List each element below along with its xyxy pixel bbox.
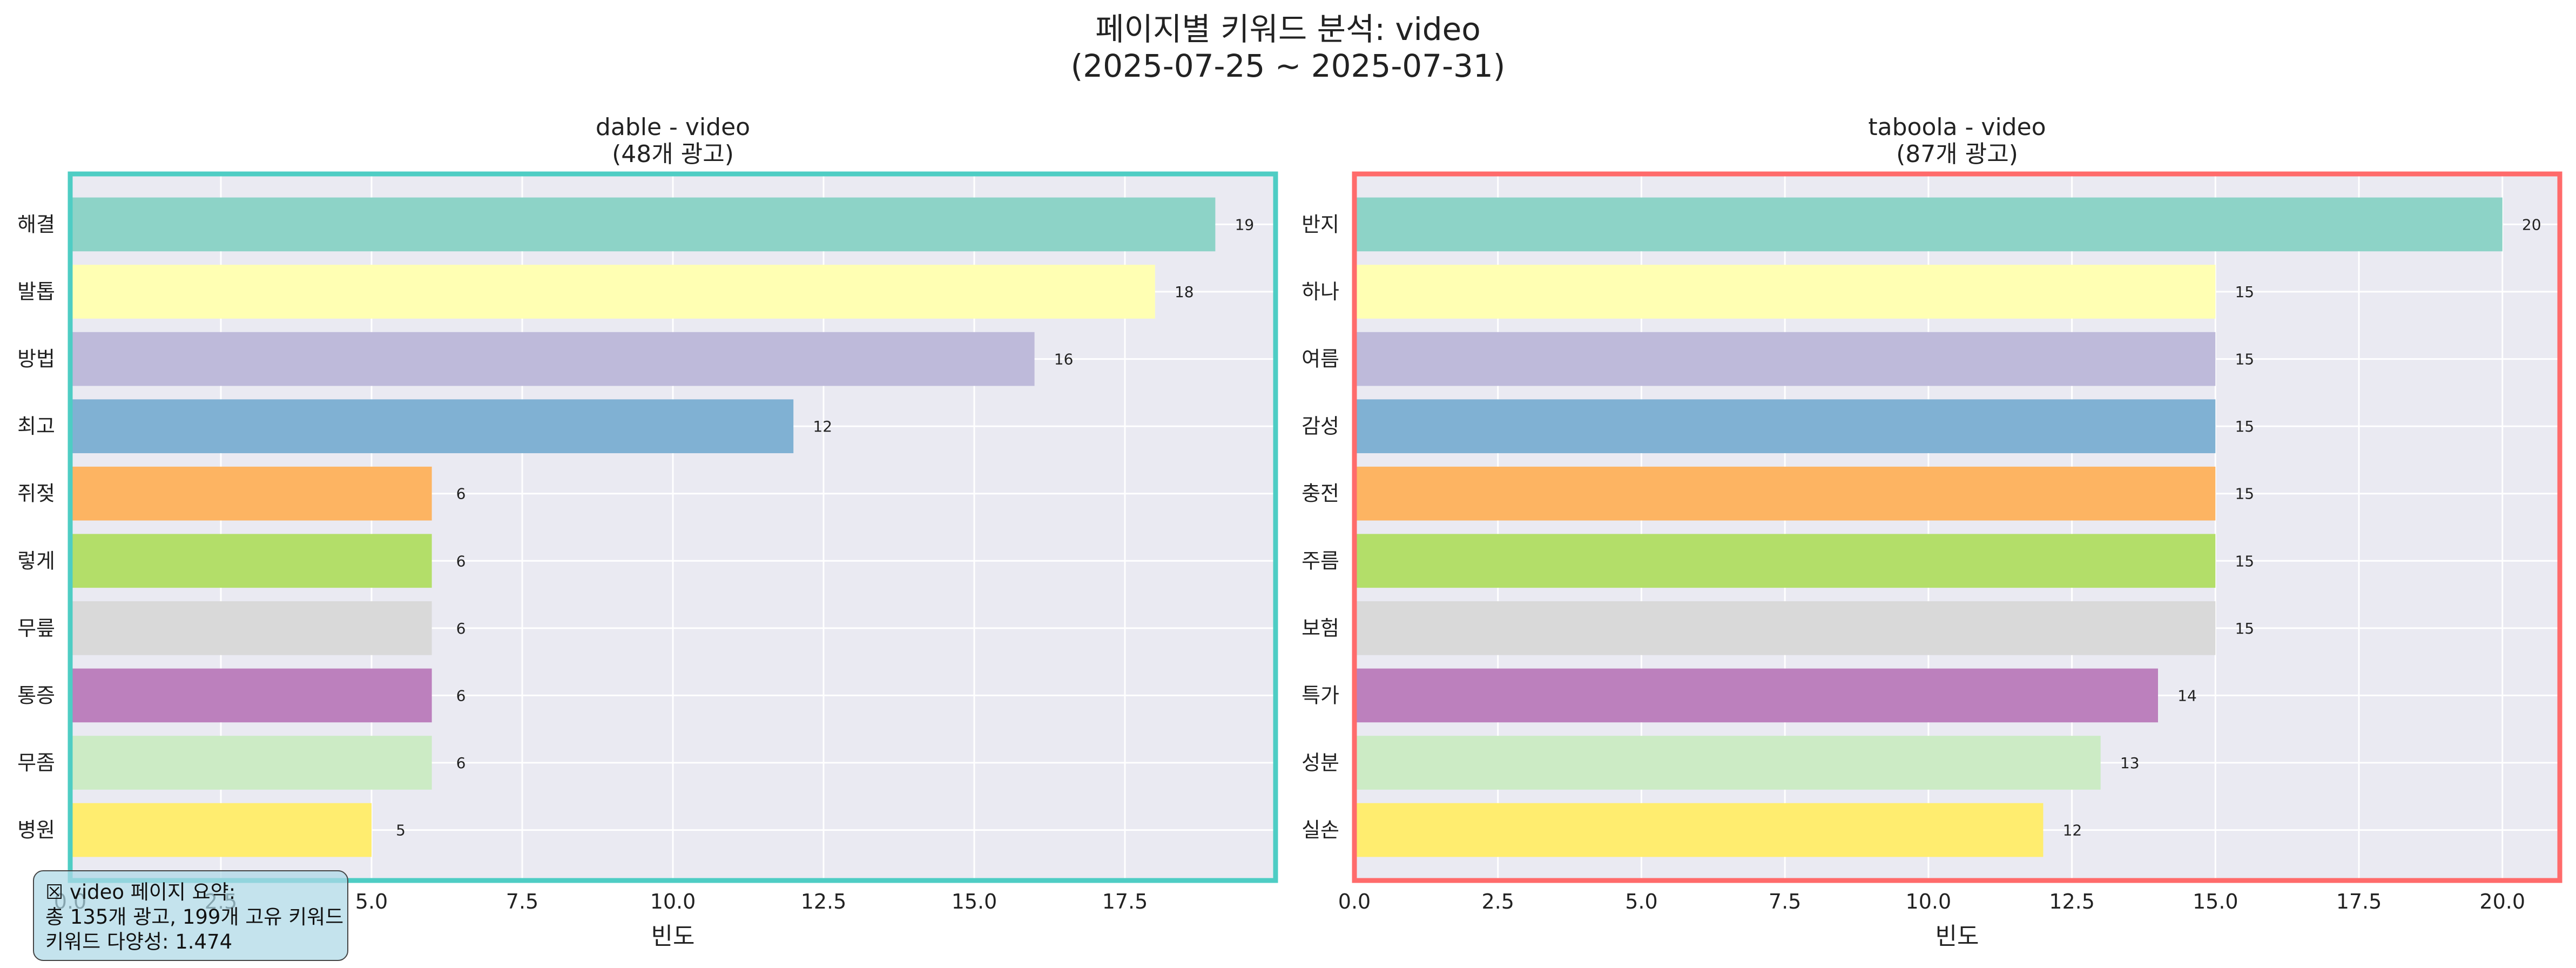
bar-value-label: 6 xyxy=(456,552,466,570)
bar xyxy=(1354,803,2044,857)
figure-title-line1: 페이지별 키워드 분석: video xyxy=(1095,11,1481,48)
category-label: 무릎 xyxy=(17,616,55,640)
category-label: 최고 xyxy=(17,414,55,438)
summary-line-3: 키워드 다양성: 1.474 xyxy=(45,930,232,953)
category-label: 성분 xyxy=(1302,751,1339,775)
x-tick-label: 7.5 xyxy=(506,890,538,913)
bar-value-label: 15 xyxy=(2235,418,2254,435)
bar-value-label: 15 xyxy=(2235,283,2254,301)
category-label: 쥐젖 xyxy=(17,482,55,506)
bar xyxy=(1354,466,2216,521)
bar xyxy=(70,668,432,723)
category-label: 렇게 xyxy=(17,549,55,573)
category-label: 주름 xyxy=(1302,549,1339,573)
category-label: 보험 xyxy=(1302,616,1339,640)
bar-value-label: 15 xyxy=(2235,351,2254,368)
category-label: 하나 xyxy=(1302,280,1339,304)
plot-border xyxy=(1352,171,2562,883)
bar xyxy=(1354,601,2216,655)
x-axis-label: 빈도 xyxy=(1936,923,1979,950)
summary-line-2: 총 135개 광고, 199개 고유 키워드 xyxy=(45,905,343,929)
chart-panel-2: taboola - video(87개 광고) 0.0 2.5 5.0 7.5 10.0 1… xyxy=(1302,113,2562,950)
category-label: 특가 xyxy=(1302,683,1339,707)
panel-title-line1: dable - video xyxy=(596,113,750,141)
chart-panel-1: dable - video(48개 광고)0.02.55.07.510.012.… xyxy=(17,113,1278,950)
bar-value-label: 14 xyxy=(2177,687,2197,704)
x-tick-label: 2.5 xyxy=(1481,890,1514,913)
panel-title-line2: (87개 광고) xyxy=(1896,140,2018,168)
bar xyxy=(1354,332,2216,386)
plot-border xyxy=(68,171,1278,883)
bar xyxy=(70,601,432,655)
bar-value-label: 18 xyxy=(1175,283,1194,301)
bar xyxy=(70,736,432,790)
bar xyxy=(70,399,794,453)
bar-value-label: 20 xyxy=(2522,216,2541,233)
bar xyxy=(70,534,432,588)
bar xyxy=(1354,736,2101,790)
bar xyxy=(70,265,1155,319)
category-label: 무좀 xyxy=(17,751,55,775)
summary-line-1: ☒ video 페이지 요약: xyxy=(45,880,235,904)
bar-value-label: 15 xyxy=(2235,485,2254,503)
panel-title-line1: taboola - video xyxy=(1868,113,2046,141)
x-tick-label: 10.0 xyxy=(650,890,696,913)
category-label: 감성 xyxy=(1302,414,1339,438)
x-tick-label: 5.0 xyxy=(355,890,388,913)
x-tick-label: 17.5 xyxy=(1102,890,1148,913)
x-tick-label: 10.0 xyxy=(1906,890,1952,913)
bar-value-label: 6 xyxy=(456,687,466,704)
x-tick-label: 0.0 xyxy=(1338,890,1371,913)
bar-value-label: 15 xyxy=(2235,620,2254,637)
x-tick-label: 20.0 xyxy=(2479,890,2525,913)
bar-value-label: 19 xyxy=(1235,216,1255,233)
bar xyxy=(1354,399,2216,453)
bar-value-label: 13 xyxy=(2120,754,2140,772)
bar-value-label: 6 xyxy=(456,754,466,772)
category-label: 여름 xyxy=(1302,347,1339,371)
bar xyxy=(1354,197,2503,252)
summary-box: ☒ video 페이지 요약: 총 135개 광고, 199개 고유 키워드 키… xyxy=(33,870,348,961)
bar-value-label: 5 xyxy=(396,822,406,839)
bar-value-label: 16 xyxy=(1054,351,1074,368)
category-label: 발톱 xyxy=(17,280,55,304)
bar xyxy=(1354,534,2216,588)
x-tick-label: 17.5 xyxy=(2336,890,2382,913)
bar-value-label: 15 xyxy=(2235,552,2254,570)
bar xyxy=(1354,668,2158,723)
bar xyxy=(70,332,1035,386)
bar xyxy=(70,466,432,521)
category-label: 반지 xyxy=(1302,212,1339,236)
bar-value-label: 12 xyxy=(813,418,832,435)
x-tick-label: 7.5 xyxy=(1769,890,1801,913)
bar-value-label: 12 xyxy=(2063,822,2082,839)
category-label: 통증 xyxy=(17,683,55,707)
panel-title-line2: (48개 광고) xyxy=(612,140,734,168)
bar xyxy=(70,197,1216,252)
bar-value-label: 6 xyxy=(456,620,466,637)
category-label: 실손 xyxy=(1302,818,1339,842)
category-label: 병원 xyxy=(17,818,55,842)
x-tick-label: 12.5 xyxy=(801,890,847,913)
category-label: 충전 xyxy=(1302,482,1339,506)
bar xyxy=(70,803,372,857)
figure-title-line2: (2025-07-25 ~ 2025-07-31) xyxy=(1071,48,1506,84)
x-tick-label: 12.5 xyxy=(2049,890,2095,913)
x-axis-label: 빈도 xyxy=(651,923,695,950)
category-label: 방법 xyxy=(17,347,55,371)
bar xyxy=(1354,265,2216,319)
category-label: 해결 xyxy=(17,212,55,236)
summary-box-background xyxy=(33,870,348,961)
x-tick-label: 15.0 xyxy=(2193,890,2238,913)
x-tick-label: 15.0 xyxy=(952,890,997,913)
bar-value-label: 6 xyxy=(456,485,466,503)
x-tick-label: 5.0 xyxy=(1625,890,1657,913)
